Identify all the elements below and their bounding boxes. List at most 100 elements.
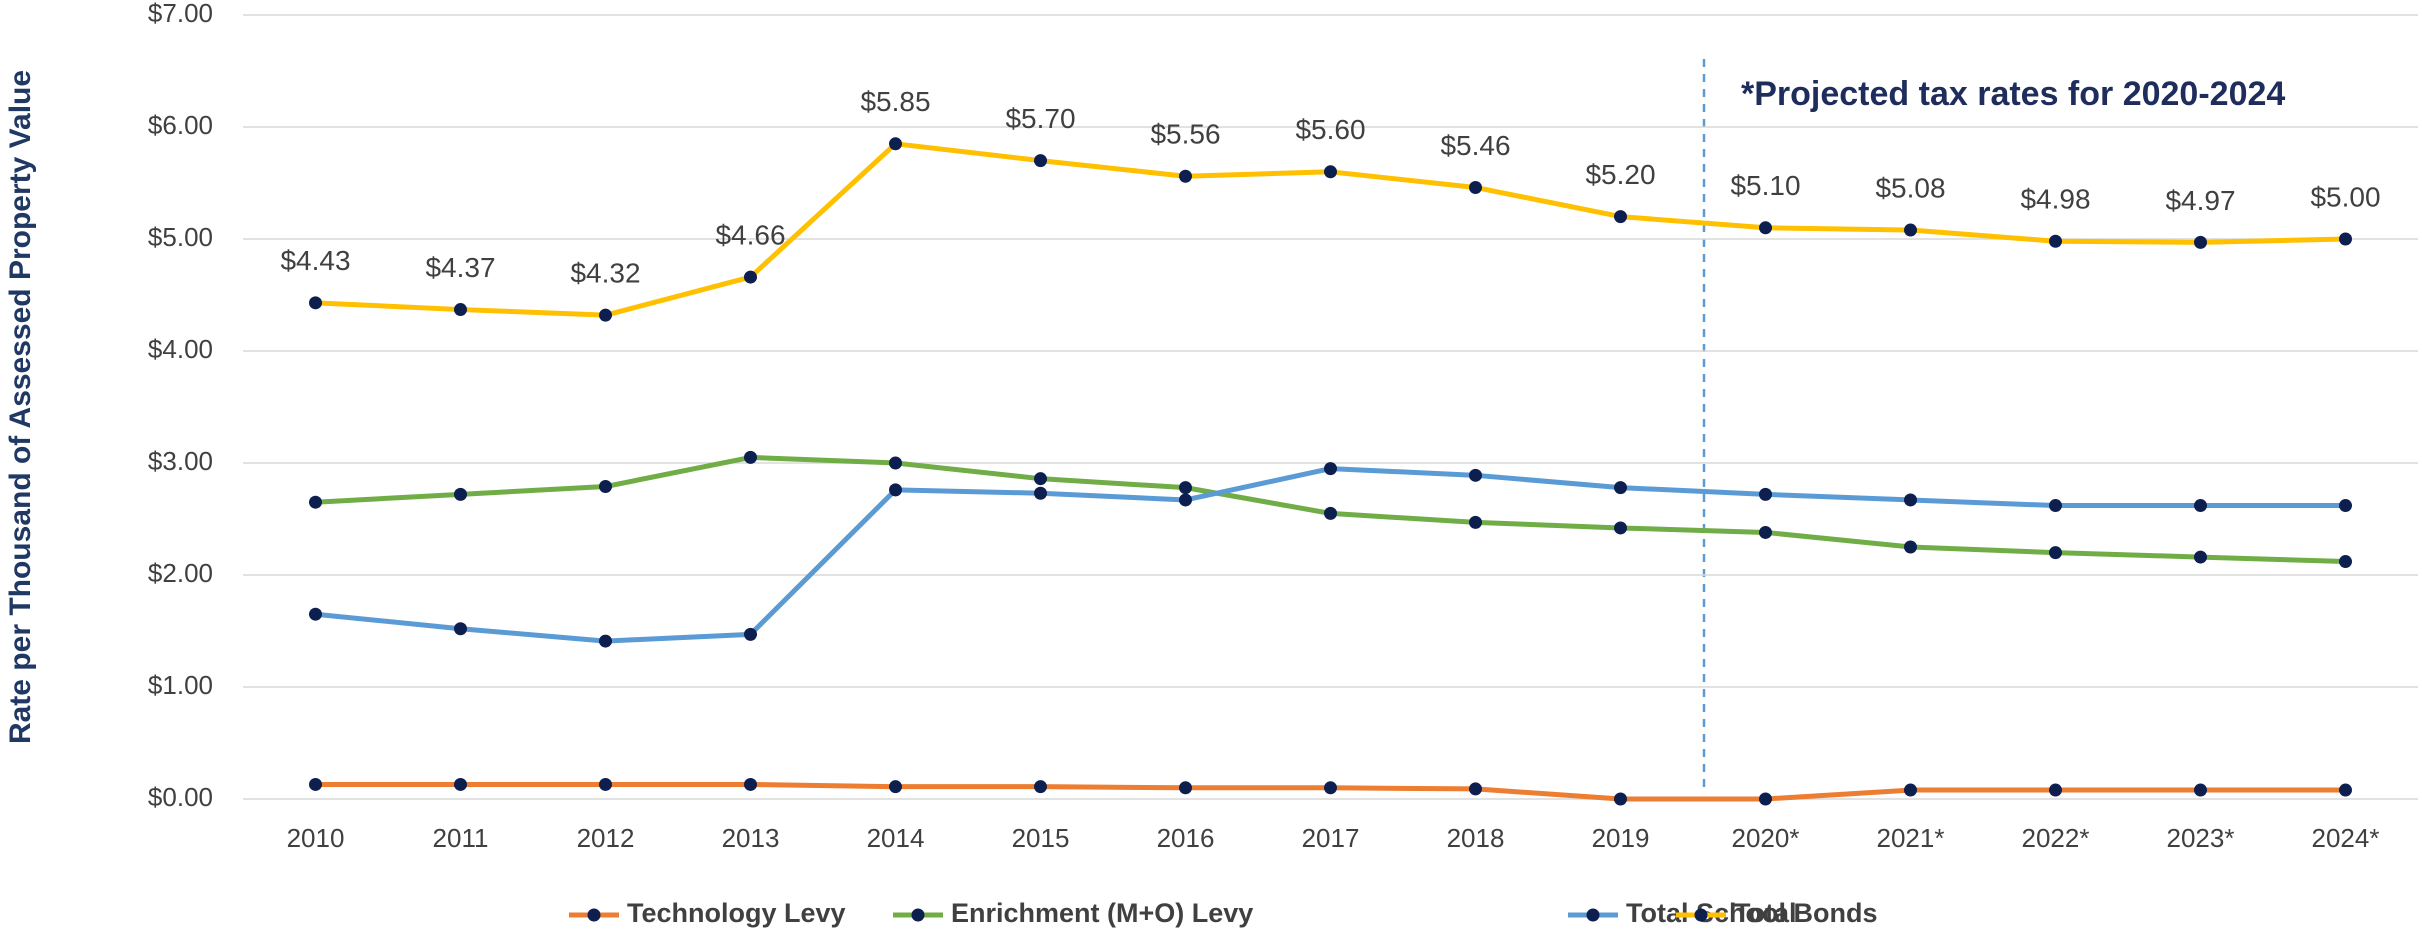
point — [1904, 493, 1917, 507]
x-tick-label: 2020* — [1732, 823, 1800, 853]
x-tick-label: 2016 — [1157, 823, 1215, 853]
point — [1759, 525, 1772, 539]
y-axis-title: Rate per Thousand of Assessed Property V… — [4, 70, 37, 744]
data-label: $4.43 — [280, 245, 350, 276]
y-tick-label: $5.00 — [148, 222, 213, 252]
x-tick-label: 2010 — [287, 823, 345, 853]
data-label: $5.08 — [1875, 172, 1945, 203]
point — [744, 270, 757, 284]
point — [1324, 781, 1337, 795]
x-tick-label: 2021* — [1877, 823, 1945, 853]
point — [454, 622, 467, 636]
point — [2049, 546, 2062, 560]
point — [2339, 499, 2352, 513]
point — [2339, 783, 2352, 797]
x-tick-label: 2011 — [433, 823, 489, 853]
point — [2194, 783, 2207, 797]
point — [2194, 235, 2207, 249]
data-label: $5.00 — [2310, 181, 2380, 212]
point — [1614, 481, 1627, 495]
point — [1759, 221, 1772, 235]
point — [1179, 481, 1192, 495]
point — [1034, 154, 1047, 168]
data-label: $4.32 — [570, 258, 640, 289]
point — [2194, 550, 2207, 564]
point — [599, 634, 612, 648]
data-label: $5.20 — [1585, 159, 1655, 190]
point — [889, 137, 902, 151]
x-tick-label: 2014 — [867, 823, 925, 853]
legend-marker — [587, 908, 601, 922]
legend-label: Enrichment (M+O) Levy — [951, 898, 1253, 928]
point — [1904, 783, 1917, 797]
legend-label: Technology Levy — [627, 898, 846, 928]
y-tick-label: $7.00 — [148, 0, 213, 28]
y-tick-label: $0.00 — [148, 782, 213, 812]
legend-marker — [1586, 908, 1600, 922]
legend-marker — [1694, 908, 1708, 922]
point — [599, 480, 612, 494]
y-tick-label: $1.00 — [148, 670, 213, 700]
point — [889, 483, 902, 497]
point — [599, 777, 612, 791]
point — [1034, 472, 1047, 486]
point — [1614, 210, 1627, 224]
point — [1324, 165, 1337, 179]
point — [2049, 499, 2062, 513]
x-tick-label: 2023* — [2167, 823, 2235, 853]
x-tick-label: 2013 — [722, 823, 780, 853]
point — [889, 780, 902, 794]
data-label: $5.85 — [860, 86, 930, 117]
point — [309, 777, 322, 791]
point — [1324, 506, 1337, 520]
x-tick-label: 2012 — [577, 823, 635, 853]
point — [1469, 782, 1482, 796]
point — [1034, 486, 1047, 500]
legend-label: Total — [1734, 898, 1797, 928]
point — [309, 607, 322, 621]
point — [1179, 781, 1192, 795]
point — [309, 296, 322, 310]
y-tick-label: $4.00 — [148, 334, 213, 364]
series-line — [315, 466, 2346, 644]
data-label: $4.98 — [2020, 184, 2090, 215]
x-tick-label: 2018 — [1447, 823, 1505, 853]
annotation: *Projected tax rates for 2020-2024 — [1741, 75, 2285, 113]
point — [1614, 521, 1627, 535]
point — [2339, 232, 2352, 246]
point — [454, 777, 467, 791]
data-label: $5.56 — [1150, 119, 1220, 150]
x-tick-label: 2017 — [1302, 823, 1360, 853]
x-tick-label: 2022* — [2022, 823, 2090, 853]
point — [1324, 462, 1337, 476]
x-tick-label: 2024* — [2312, 823, 2380, 853]
point — [744, 777, 757, 791]
point — [454, 487, 467, 501]
data-label: $4.66 — [715, 219, 785, 250]
point — [889, 456, 902, 470]
data-label: $5.60 — [1295, 114, 1365, 145]
y-tick-label: $6.00 — [148, 110, 213, 140]
data-label: $4.97 — [2165, 185, 2235, 216]
point — [1614, 792, 1627, 806]
point — [1469, 515, 1482, 529]
point — [1759, 487, 1772, 501]
point — [2049, 234, 2062, 248]
point — [2194, 499, 2207, 513]
point — [1034, 780, 1047, 794]
point — [1179, 493, 1192, 507]
point — [599, 308, 612, 322]
point — [309, 495, 322, 509]
data-label: $5.70 — [1005, 103, 1075, 134]
point — [1904, 540, 1917, 554]
legend-label: Total School Bonds — [1626, 898, 1878, 928]
legend-marker — [911, 908, 925, 922]
data-label: $4.37 — [425, 252, 495, 283]
x-tick-label: 2019 — [1592, 823, 1650, 853]
point — [1179, 169, 1192, 183]
y-tick-label: $2.00 — [148, 558, 213, 588]
point — [1904, 223, 1917, 237]
data-label: $5.46 — [1440, 130, 1510, 161]
point — [744, 450, 757, 464]
point — [744, 627, 757, 641]
